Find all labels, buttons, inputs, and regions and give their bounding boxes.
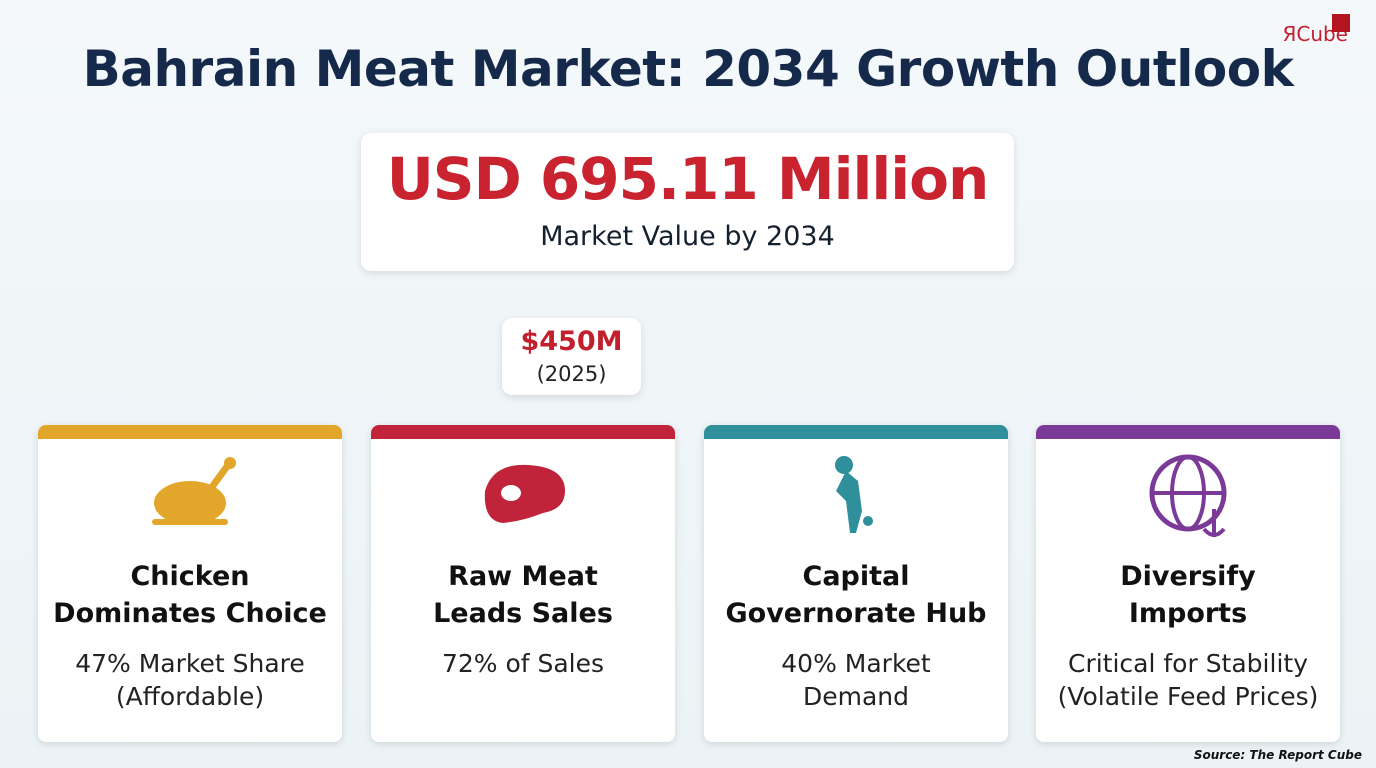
badge: $450M (2025) [502,318,641,395]
card-accent [704,425,1008,439]
card: Chicken Dominates Choice 47% Market Share (… [38,425,342,742]
card-icon [1149,454,1227,537]
logo-cube [1332,14,1350,32]
card-text: 40% Market [781,649,931,678]
card-title: Chicken [130,561,250,592]
card-accent [1036,425,1340,439]
card-title: Dominates Choice [53,598,327,629]
card-title: Capital [802,561,910,592]
logo: ЯCube [1282,14,1350,46]
card-icon [484,464,565,523]
headline-box: USD 695.11 Million Market Value by 2034 [361,133,1014,271]
badge-caption: (2025) [536,362,607,386]
card-title: Leads Sales [433,598,613,629]
badge-value: $450M [520,326,623,357]
card-text: (Volatile Feed Prices) [1057,682,1319,711]
card-title: Imports [1128,598,1248,629]
card-icon [152,457,236,525]
card: Raw Meat Leads Sales 72% of Sales [371,425,675,742]
card-accent [38,425,342,439]
card-icon [835,456,873,533]
headline-caption: Market Value by 2034 [540,221,835,252]
card-title: Diversify [1120,561,1256,592]
card-text: Critical for Stability [1067,649,1308,678]
card-accent [371,425,675,439]
card-title: Governorate Hub [725,598,987,629]
card-text: 47% Market Share [75,649,305,678]
card-text: (Affordable) [115,682,265,711]
headline-value: USD 695.11 Million [386,145,990,213]
card-text: Demand [802,682,910,711]
card-text: 72% of Sales [441,649,605,678]
card-title: Raw Meat [448,561,598,592]
card: Diversify Imports Critical for Stability (V… [1036,425,1340,742]
card: Capital Governorate Hub 40% Market Demand [704,425,1008,742]
source: Source: The Report Cube [1193,748,1362,762]
page-title: Bahrain Meat Market: 2034 Growth Outlook [82,40,1294,98]
